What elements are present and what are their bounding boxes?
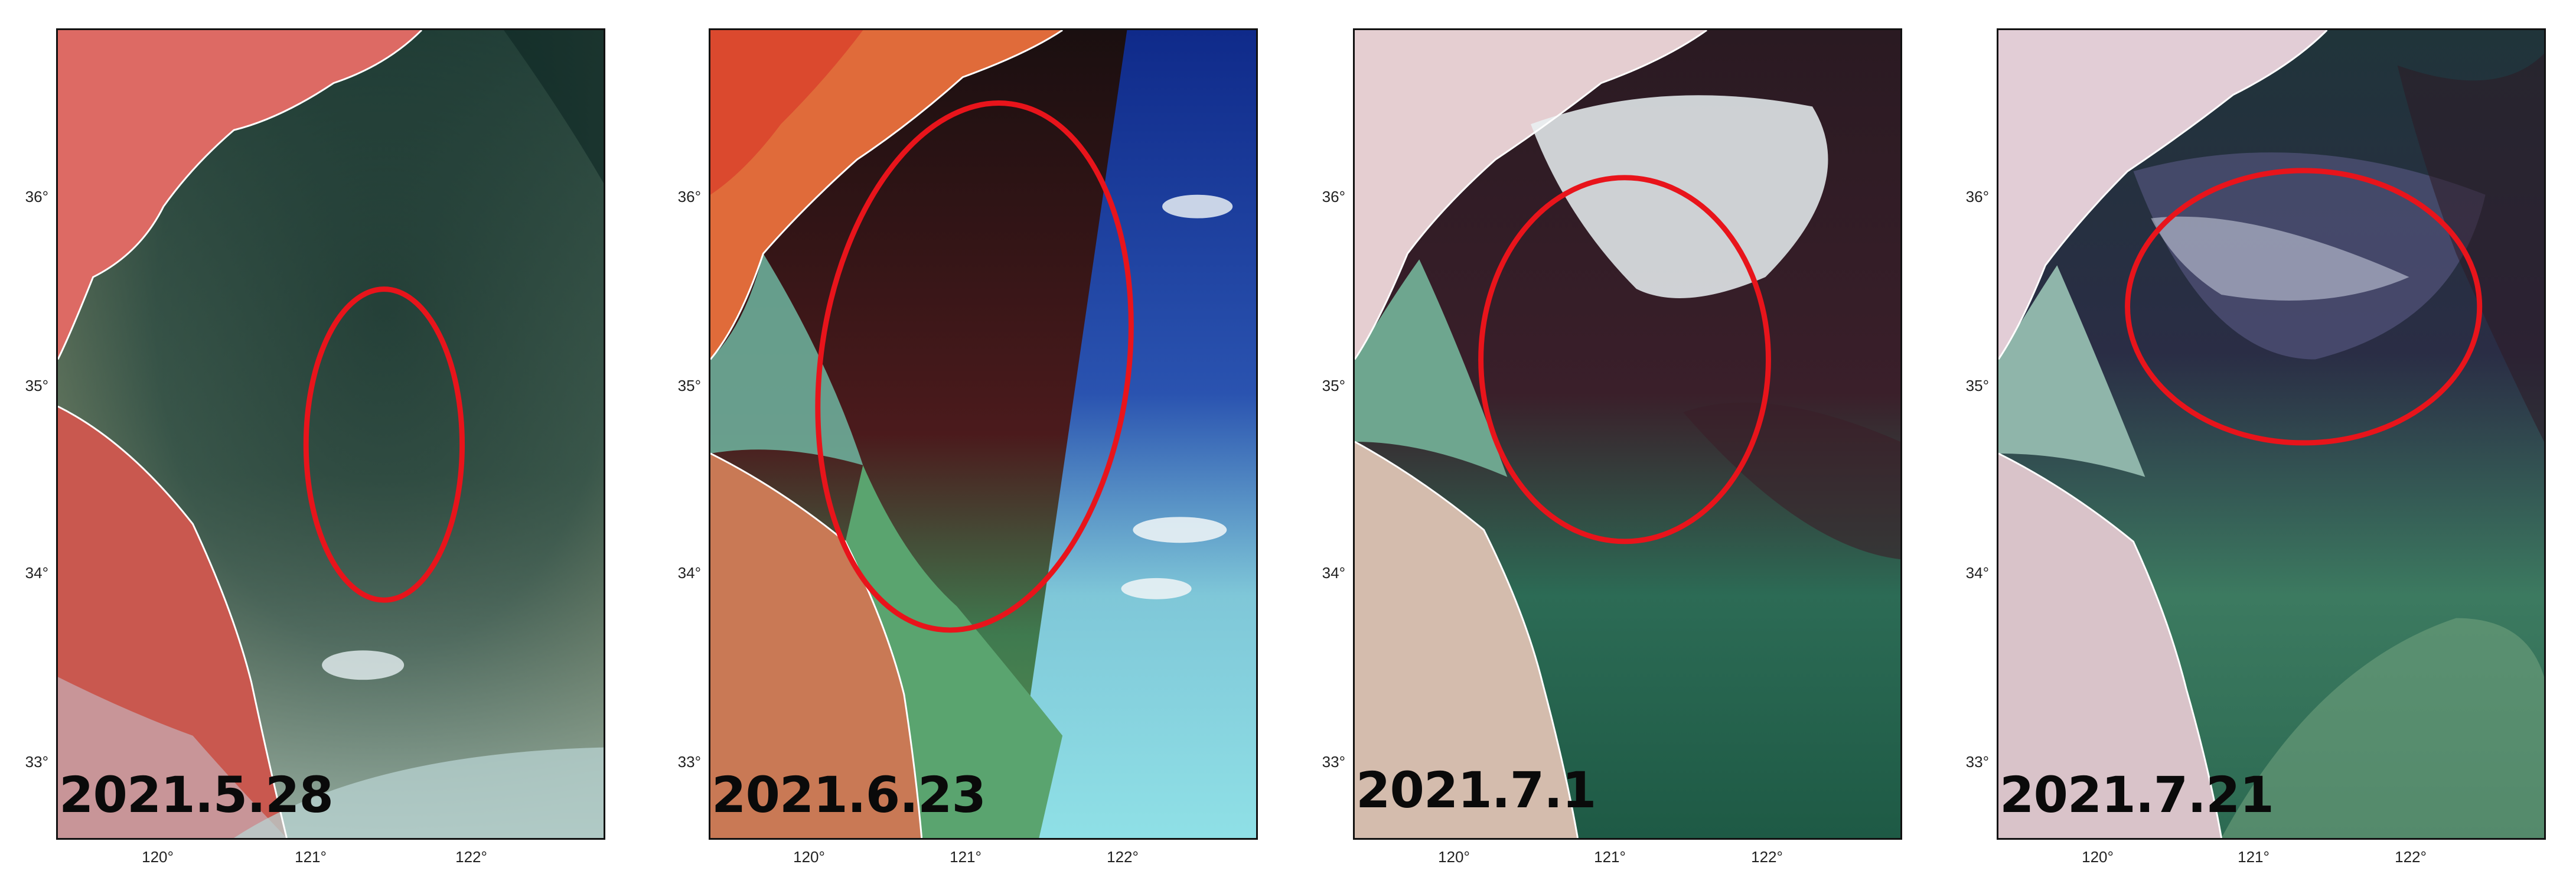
map-panel-4: 2021.7.21 36° 35° 34° 33° 120° 121° 122° [1941, 0, 2555, 887]
lon-label-120: 120° [793, 848, 825, 866]
lat-label-33: 33° [677, 753, 701, 771]
lat-label-35: 35° [25, 377, 48, 394]
lat-label-33: 33° [1965, 753, 1989, 771]
lat-label-33: 33° [25, 753, 48, 771]
lon-label-120: 120° [2082, 848, 2114, 866]
lon-label-122: 122° [1751, 848, 1783, 866]
satellite-image-4 [1997, 28, 2546, 840]
date-label-4: 2021.7.21 [2000, 766, 2274, 824]
date-label-2: 2021.6.23 [712, 766, 986, 824]
lon-label-122: 122° [2395, 848, 2427, 866]
lat-label-34: 34° [1322, 564, 1345, 582]
map-panel-1: 2021.5.28 36° 35° 34° 33° 120° 121° 122° [0, 0, 614, 887]
lat-label-36: 36° [1322, 188, 1345, 206]
lat-label-35: 35° [1965, 377, 1989, 394]
satellite-image-2 [709, 28, 1258, 840]
lat-label-36: 36° [25, 188, 48, 206]
lat-label-34: 34° [677, 564, 701, 582]
lon-label-122: 122° [1107, 848, 1139, 866]
false-color-image [58, 30, 604, 838]
lat-label-34: 34° [1965, 564, 1989, 582]
lon-label-121: 121° [295, 848, 327, 866]
lon-label-121: 121° [950, 848, 982, 866]
date-label-3: 2021.7.1 [1356, 761, 1597, 819]
lat-label-36: 36° [677, 188, 701, 206]
lon-label-121: 121° [2238, 848, 2270, 866]
false-color-image [1355, 30, 1900, 838]
lat-label-36: 36° [1965, 188, 1989, 206]
lon-label-121: 121° [1594, 848, 1626, 866]
lon-label-120: 120° [142, 848, 174, 866]
false-color-image [1998, 30, 2544, 838]
lat-label-34: 34° [25, 564, 48, 582]
map-panel-2: 2021.6.23 36° 35° 34° 33° 120° 121° 122° [653, 0, 1267, 887]
map-panel-3: 2021.7.1 36° 35° 34° 33° 120° 121° 122° [1297, 0, 1911, 887]
lat-label-35: 35° [1322, 377, 1345, 394]
false-color-image [710, 30, 1256, 838]
lon-label-122: 122° [455, 848, 487, 866]
lat-label-33: 33° [1322, 753, 1345, 771]
lon-label-120: 120° [1438, 848, 1470, 866]
date-label-1: 2021.5.28 [59, 766, 334, 824]
lat-label-35: 35° [677, 377, 701, 394]
satellite-image-3 [1353, 28, 1902, 840]
satellite-image-1 [56, 28, 605, 840]
